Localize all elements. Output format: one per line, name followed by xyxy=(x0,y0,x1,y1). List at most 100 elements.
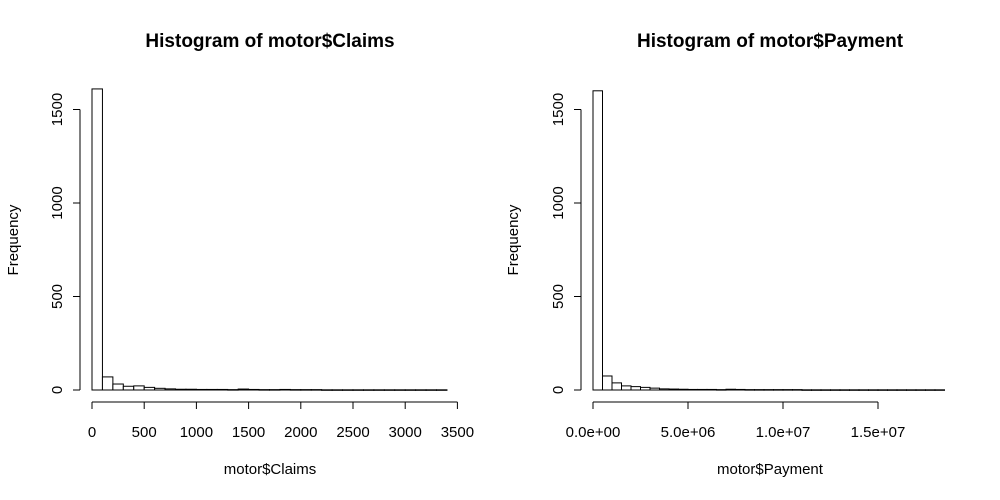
histogram-bar xyxy=(735,388,746,391)
histogram-bar xyxy=(697,388,708,391)
histogram-bar xyxy=(678,388,689,391)
y-tick-label: 1500 xyxy=(550,93,567,126)
histogram-bar xyxy=(91,88,103,391)
histogram-bar xyxy=(331,389,344,391)
histogram-bar xyxy=(668,388,679,391)
histogram-bar xyxy=(887,389,898,391)
histogram-bar xyxy=(279,388,291,391)
histogram-bar xyxy=(101,376,114,391)
x-axis-label: motor$Claims xyxy=(224,461,317,478)
y-axis-label: Frequency xyxy=(5,204,22,275)
histogram-bar xyxy=(659,388,670,391)
histogram-bar xyxy=(143,386,156,391)
chart-title: Histogram of motor$Payment xyxy=(637,31,904,52)
x-axis-label: motor$Payment xyxy=(717,461,824,478)
histogram-bar xyxy=(237,388,250,391)
histogram-bar xyxy=(415,389,427,391)
histogram-bar xyxy=(394,389,406,391)
histogram-bar xyxy=(906,389,917,391)
histogram-bar xyxy=(830,389,841,391)
x-tick-label: 1.5e+07 xyxy=(851,424,906,441)
histogram-bar xyxy=(216,388,229,391)
claims-histogram-panel: Histogram of motor$Claims motor$Claims F… xyxy=(5,31,474,478)
histogram-bar xyxy=(154,387,166,391)
chart-title: Histogram of motor$Claims xyxy=(145,31,394,52)
histogram-bar xyxy=(763,389,774,391)
histogram-bar xyxy=(436,389,448,391)
histogram-bar xyxy=(310,389,323,391)
x-tick-label: 500 xyxy=(132,424,157,441)
histogram-bar xyxy=(754,389,765,391)
histogram-bar xyxy=(649,387,660,391)
payment-histogram-panel: Histogram of motor$Payment motor$Payment… xyxy=(505,31,945,478)
histogram-bar xyxy=(773,389,784,391)
y-tick-label: 1000 xyxy=(49,186,66,219)
x-tick-label: 2000 xyxy=(284,424,317,441)
y-tick-label: 0 xyxy=(49,386,66,394)
histogram-bar xyxy=(300,389,312,391)
histogram-bar xyxy=(868,389,879,391)
histogram-bar xyxy=(934,389,945,391)
histogram-bar xyxy=(362,389,375,391)
histogram-bar xyxy=(425,389,438,391)
histogram-bar xyxy=(227,389,239,391)
histogram-bar xyxy=(175,388,187,391)
histogram-bar xyxy=(206,388,218,391)
histogram-bar xyxy=(687,388,698,391)
histogram-bar xyxy=(744,389,755,391)
histogram-bar xyxy=(373,389,385,391)
histogram-bar xyxy=(602,375,613,391)
x-tick-label: 3500 xyxy=(441,424,474,441)
histogram-bar xyxy=(383,389,396,391)
y-tick-label: 0 xyxy=(550,386,567,394)
histogram-bar xyxy=(716,389,727,391)
histogram-bar xyxy=(352,389,364,391)
histogram-bar xyxy=(640,386,651,391)
x-tick-label: 3000 xyxy=(389,424,422,441)
x-tick-label: 5.0e+06 xyxy=(661,424,716,441)
histogram-bar xyxy=(621,385,632,391)
histogram-bar xyxy=(811,389,822,391)
histogram-bar xyxy=(342,389,354,391)
histogram-bar xyxy=(782,389,793,391)
histogram-bar xyxy=(112,383,124,391)
x-tick-label: 1.0e+07 xyxy=(756,424,811,441)
x-tick-label: 1500 xyxy=(232,424,265,441)
x-tick-label: 0.0e+00 xyxy=(566,424,621,441)
histogram-bar xyxy=(630,386,641,391)
histogram-bar xyxy=(258,389,270,391)
histogram-bar xyxy=(611,382,622,391)
x-tick-label: 2500 xyxy=(336,424,369,441)
histogram-bar xyxy=(122,385,135,391)
histogram-bar xyxy=(792,389,803,391)
x-tick-label: 0 xyxy=(88,424,96,441)
histogram-bar xyxy=(801,389,812,391)
histogram-bar xyxy=(268,389,281,391)
x-tick-label: 1000 xyxy=(180,424,213,441)
y-tick-label: 1000 xyxy=(550,186,567,219)
histogram-bar xyxy=(849,389,860,391)
histogram-bar xyxy=(321,389,333,391)
histogram-bar xyxy=(404,389,417,391)
histogram-bar xyxy=(925,389,936,391)
histogram-bar xyxy=(248,388,260,391)
histogram-bar xyxy=(706,388,717,391)
histogram-bar xyxy=(839,389,850,391)
histogram-bar xyxy=(185,388,197,391)
histogram-bar xyxy=(164,388,177,391)
histogram-bar xyxy=(195,388,208,391)
y-axis-label: Frequency xyxy=(505,204,522,275)
y-tick-label: 1500 xyxy=(49,93,66,126)
histogram-bar xyxy=(725,388,736,391)
y-tick-label: 500 xyxy=(49,284,66,309)
histogram-bar xyxy=(820,389,831,391)
histogram-bar xyxy=(289,389,302,391)
histogram-bar xyxy=(133,385,145,391)
histogram-bar xyxy=(915,389,926,391)
histogram-bar xyxy=(858,389,869,391)
histogram-bar xyxy=(896,389,907,391)
histogram-bar xyxy=(592,90,603,391)
histogram-bar xyxy=(877,389,888,391)
